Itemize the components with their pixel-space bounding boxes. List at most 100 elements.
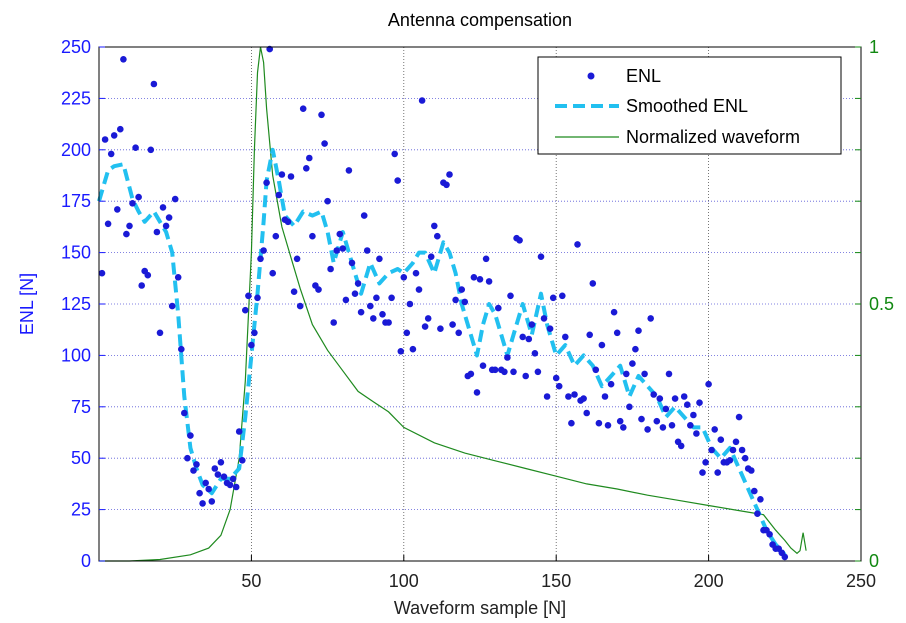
enl-point: [126, 222, 133, 230]
enl-point: [671, 395, 679, 402]
enl-point: [275, 191, 283, 199]
enl-point: [495, 304, 502, 312]
enl-point: [696, 399, 703, 407]
enl-point: [162, 222, 170, 230]
enl-point: [431, 222, 438, 230]
enl-point: [467, 370, 475, 378]
enl-point: [738, 446, 746, 454]
enl-point: [516, 237, 523, 244]
enl-point: [153, 228, 161, 236]
enl-point: [260, 247, 267, 254]
enl-point: [443, 181, 450, 189]
enl-point: [367, 302, 374, 310]
enl-point: [242, 306, 249, 314]
enl-point: [647, 315, 654, 322]
enl-point: [251, 329, 258, 337]
enl-point: [574, 241, 581, 248]
enl-point: [751, 487, 758, 495]
enl-point: [284, 218, 292, 226]
y-tick-label: 100: [61, 345, 91, 365]
enl-point: [580, 395, 587, 402]
enl-point: [101, 136, 109, 143]
enl-point: [522, 372, 529, 380]
enl-point: [117, 125, 124, 133]
enl-point: [330, 319, 338, 326]
enl-point: [476, 276, 484, 283]
enl-point: [120, 56, 127, 63]
enl-point: [629, 360, 636, 367]
enl-point: [565, 393, 572, 400]
enl-point: [385, 319, 392, 326]
enl-point: [485, 278, 493, 285]
enl-point: [687, 422, 694, 429]
enl-point: [226, 481, 234, 489]
enl-point: [528, 321, 536, 328]
enl-point: [248, 341, 255, 349]
enl-point: [571, 391, 578, 398]
enl-point: [434, 232, 441, 240]
enl-point: [370, 315, 377, 322]
enl-point: [357, 308, 365, 316]
enl-point: [659, 424, 667, 431]
enl-point: [214, 471, 222, 478]
enl-point: [501, 368, 508, 376]
x-tick-label: 150: [541, 571, 571, 591]
enl-point: [726, 457, 734, 464]
enl-point: [397, 348, 405, 355]
y-right-tick-label: 0.5: [869, 294, 894, 314]
enl-point: [232, 483, 240, 491]
enl-point: [638, 415, 645, 423]
enl-point: [190, 467, 197, 474]
enl-point: [748, 467, 755, 474]
enl-point: [235, 428, 243, 435]
y-axis-label: ENL [N]: [17, 273, 37, 335]
enl-point: [272, 232, 280, 240]
enl-point: [193, 461, 200, 468]
y-tick-label: 225: [61, 88, 91, 108]
y-tick-label: 0: [81, 551, 91, 571]
enl-point: [144, 271, 152, 279]
enl-point: [123, 230, 130, 238]
enl-point: [592, 366, 600, 374]
legend-box: [537, 56, 842, 155]
enl-point: [586, 331, 593, 339]
enl-point: [409, 345, 417, 353]
enl-point: [351, 290, 359, 298]
enl-point: [333, 247, 341, 254]
enl-point: [449, 321, 456, 328]
y-tick-label: 75: [71, 397, 91, 417]
enl-point: [607, 380, 615, 388]
enl-point: [269, 269, 277, 277]
enl-point: [546, 325, 554, 333]
enl-point: [583, 409, 590, 417]
enl-point: [129, 200, 136, 207]
enl-point: [729, 446, 737, 454]
enl-point: [781, 553, 789, 561]
enl-point: [644, 426, 651, 433]
enl-point: [293, 255, 301, 263]
enl-point: [303, 165, 310, 172]
enl-point: [159, 204, 167, 211]
enl-point: [635, 327, 642, 335]
enl-point: [98, 269, 106, 277]
enl-point: [461, 298, 469, 306]
enl-point: [287, 173, 295, 180]
enl-point: [482, 255, 490, 263]
enl-point: [690, 411, 697, 419]
y-tick-label: 175: [61, 191, 91, 211]
enl-point: [470, 274, 478, 281]
enl-point: [623, 370, 630, 378]
enl-point: [135, 193, 142, 201]
enl-point: [665, 370, 673, 378]
y-tick-label: 250: [61, 37, 91, 57]
enl-point: [455, 329, 463, 337]
enl-point: [306, 154, 313, 162]
enl-point: [589, 280, 597, 287]
enl-point: [138, 282, 145, 289]
x-tick-label: 100: [389, 571, 419, 591]
enl-point: [391, 150, 399, 158]
enl-point: [552, 374, 560, 382]
enl-point: [168, 302, 176, 310]
enl-point: [473, 389, 481, 396]
enl-point: [437, 325, 444, 333]
